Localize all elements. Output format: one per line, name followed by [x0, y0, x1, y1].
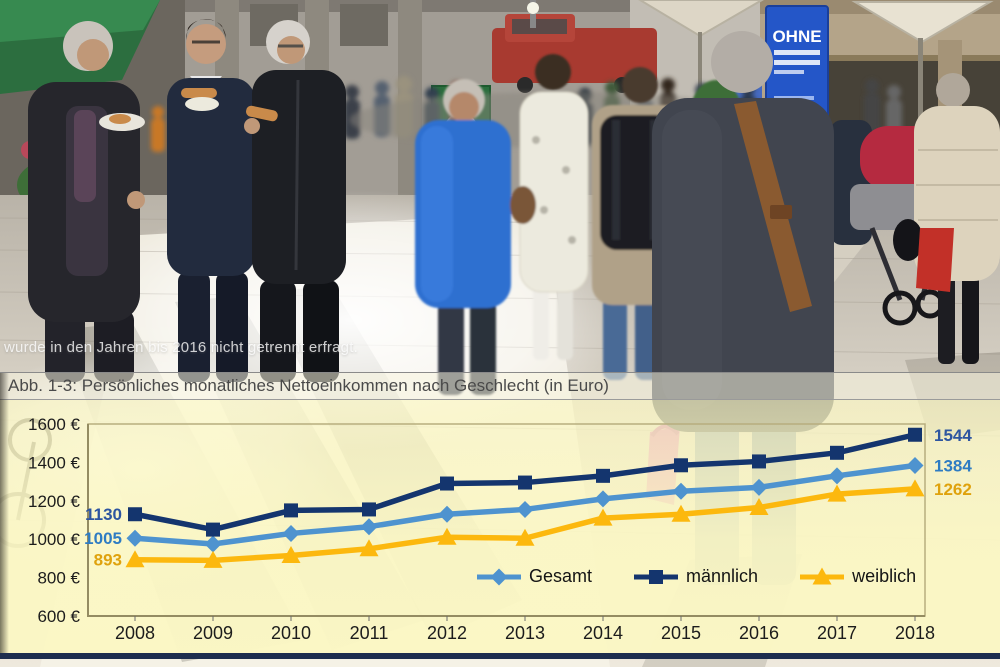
legend-item-Gesamt: Gesamt — [475, 566, 592, 587]
svg-text:2009: 2009 — [193, 623, 233, 643]
svg-text:2012: 2012 — [427, 623, 467, 643]
svg-text:1262: 1262 — [934, 480, 972, 499]
income-chart-figure: Abb. 1-3: Persönliches monatliches Netto… — [0, 372, 1000, 659]
svg-text:1600 €: 1600 € — [28, 415, 81, 434]
legend-label: Gesamt — [529, 566, 593, 586]
svg-text:893: 893 — [94, 551, 122, 570]
legend-marker-icon — [800, 567, 845, 584]
svg-text:2011: 2011 — [350, 623, 389, 643]
red-stroller — [830, 120, 956, 326]
svg-text:2010: 2010 — [271, 623, 311, 643]
svg-text:2013: 2013 — [505, 623, 545, 643]
svg-text:2018: 2018 — [895, 623, 935, 643]
white-coat-woman — [510, 54, 589, 360]
right-group — [830, 73, 1000, 364]
legend-marker-icon — [634, 569, 679, 584]
svg-text:2016: 2016 — [739, 623, 779, 643]
photo-caption-overlay: wurde in den Jahren bis 2016 nicht getre… — [4, 339, 358, 356]
left-trio — [28, 18, 346, 382]
man-black-jacket — [244, 20, 346, 382]
red-truck — [492, 14, 657, 93]
blue-jacket-man — [415, 79, 511, 395]
billboard: OHNE — [765, 5, 829, 119]
man-navy-jacket — [167, 18, 255, 382]
svg-text:2015: 2015 — [661, 623, 701, 643]
figure-title: Abb. 1-3: Persönliches monatliches Netto… — [0, 373, 1000, 400]
svg-text:1400 €: 1400 € — [28, 453, 81, 472]
billboard-text: OHNE — [772, 27, 821, 46]
legend-label: männlich — [686, 566, 759, 586]
svg-text:2014: 2014 — [583, 623, 623, 643]
svg-text:1000 €: 1000 € — [28, 530, 81, 549]
svg-text:800 €: 800 € — [37, 569, 80, 588]
svg-text:1005: 1005 — [84, 529, 122, 548]
chart-legend: Gesamt männlich weiblich — [475, 566, 916, 587]
svg-text:2017: 2017 — [817, 623, 857, 643]
income-line-chart: 1600 € 1400 € 1200 € 1000 € 800 € 600 € 2008 20… — [28, 415, 972, 643]
svg-text:1544: 1544 — [934, 426, 972, 445]
legend-label: weiblich — [852, 566, 917, 586]
svg-text:1200 €: 1200 € — [28, 492, 81, 511]
legend-item-weiblich: weiblich — [798, 566, 916, 587]
legend-item-männlich: männlich — [632, 566, 758, 587]
man-gray-coat — [28, 21, 145, 382]
puffer-jacket-woman — [893, 73, 1000, 364]
svg-text:1384: 1384 — [934, 456, 972, 475]
chart-body: 1600 € 1400 € 1200 € 1000 € 800 € 600 € 2008 20… — [0, 400, 1000, 653]
svg-text:600 €: 600 € — [37, 607, 80, 626]
legend-marker-icon — [477, 568, 521, 585]
svg-text:1130: 1130 — [85, 505, 122, 524]
svg-text:2008: 2008 — [115, 623, 155, 643]
